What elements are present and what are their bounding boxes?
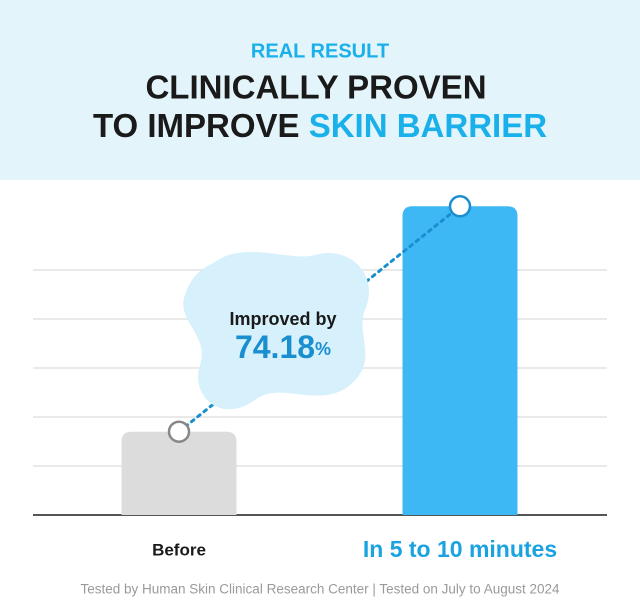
markers xyxy=(167,195,472,443)
annotation: Improved by xyxy=(229,309,336,329)
title-highlight: SKIN BARRIER xyxy=(309,107,548,144)
title-line: CLINICALLY PROVEN xyxy=(145,69,486,106)
category-label: Before xyxy=(152,540,206,559)
annotation-blob xyxy=(183,251,369,410)
annotation-value: 74.18% xyxy=(235,329,331,365)
annotation-number: 74.18 xyxy=(235,329,315,365)
category-label: In 5 to 10 minutes xyxy=(363,536,557,562)
bar-top-marker xyxy=(448,195,472,218)
bar xyxy=(402,206,518,516)
bar xyxy=(121,431,237,515)
bars xyxy=(121,206,518,516)
header-background xyxy=(0,0,640,180)
annotation-unit: % xyxy=(315,339,331,359)
bar-top-marker xyxy=(167,420,191,443)
title-text: TO IMPROVE xyxy=(93,107,309,144)
footnote: Tested by Human Skin Clinical Research C… xyxy=(80,582,560,597)
header: REAL RESULT xyxy=(251,40,389,62)
title-line: TO IMPROVE SKIN BARRIER xyxy=(93,107,547,144)
